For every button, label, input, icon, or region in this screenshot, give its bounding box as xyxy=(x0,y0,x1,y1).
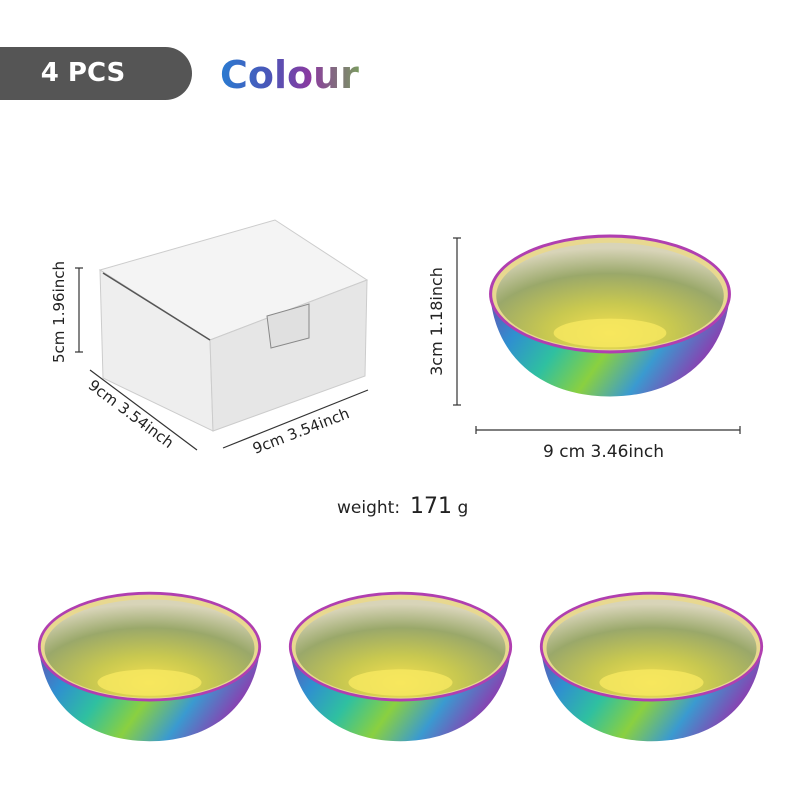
bowl-2 xyxy=(287,586,514,746)
gift-box-illustration xyxy=(98,219,369,432)
weight-label: weight: xyxy=(337,498,401,518)
bowl-diameter-label: 9 cm 3.46inch xyxy=(543,442,665,462)
bowl-main xyxy=(487,230,733,400)
weight-info: weight: 171 g xyxy=(337,494,468,519)
colour-label: Colour xyxy=(220,53,359,97)
bowl-1 xyxy=(36,586,263,746)
bowl-height-label: 3cm 1.18inch xyxy=(426,267,446,376)
weight-unit: g xyxy=(457,498,469,518)
bowl-3 xyxy=(538,586,765,746)
weight-value: 171 xyxy=(410,494,453,519)
quantity-badge: 4 PCS xyxy=(0,47,192,100)
box-height-label: 5cm 1.96inch xyxy=(50,261,68,363)
